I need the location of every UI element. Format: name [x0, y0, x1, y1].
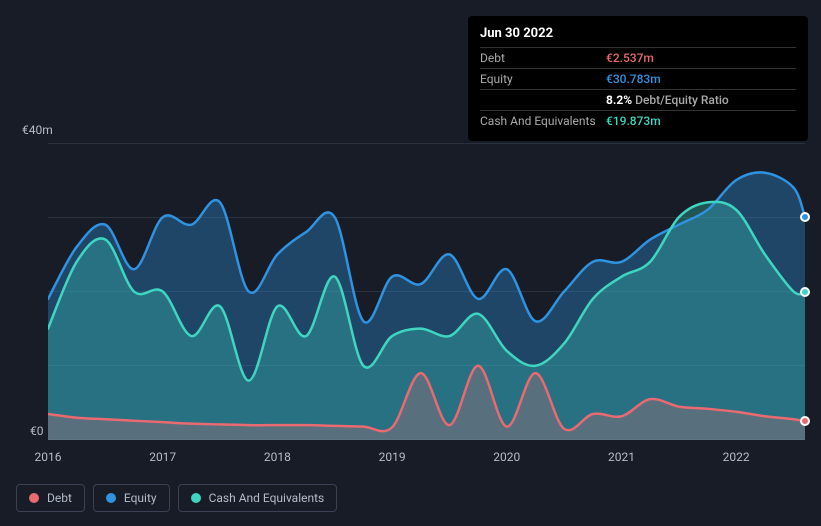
- chart-svg: [48, 143, 805, 440]
- tooltip-row-value: €19.873m: [606, 114, 661, 128]
- tooltip-row: Equity€30.783m: [480, 68, 796, 89]
- tooltip-date: Jun 30 2022: [480, 26, 796, 41]
- x-axis-label: 2022: [723, 450, 750, 464]
- legend-label: Cash And Equivalents: [209, 491, 325, 505]
- legend-dot-icon: [191, 493, 201, 503]
- tooltip-row-label: [480, 93, 606, 107]
- series-end-marker-cash: [800, 287, 810, 297]
- legend-item-cash[interactable]: Cash And Equivalents: [178, 484, 338, 512]
- x-axis-label: 2019: [379, 450, 406, 464]
- chart-tooltip: Jun 30 2022 Debt€2.537mEquity€30.783m8.2…: [468, 16, 808, 141]
- tooltip-row: Cash And Equivalents€19.873m: [480, 110, 796, 131]
- y-axis-label-max: €40m: [22, 123, 53, 137]
- chart-plot-area[interactable]: [48, 143, 805, 440]
- series-end-marker-debt: [800, 416, 810, 426]
- y-axis-label-min: €0: [30, 424, 44, 438]
- tooltip-row-value: 8.2% Debt/Equity Ratio: [606, 93, 729, 107]
- legend-dot-icon: [29, 493, 39, 503]
- tooltip-row-label: Debt: [480, 51, 606, 65]
- tooltip-row-label: Equity: [480, 72, 606, 86]
- tooltip-row: 8.2% Debt/Equity Ratio: [480, 89, 796, 110]
- legend-dot-icon: [106, 493, 116, 503]
- tooltip-row-value: €30.783m: [606, 72, 661, 86]
- tooltip-row-value: €2.537m: [606, 51, 654, 65]
- tooltip-row: Debt€2.537m: [480, 47, 796, 68]
- x-axis-label: 2016: [35, 450, 62, 464]
- legend-item-equity[interactable]: Equity: [93, 484, 170, 512]
- series-end-marker-equity: [800, 212, 810, 222]
- legend-label: Equity: [124, 491, 157, 505]
- legend-label: Debt: [47, 491, 72, 505]
- legend-item-debt[interactable]: Debt: [16, 484, 85, 512]
- chart-legend: Debt Equity Cash And Equivalents: [16, 484, 337, 512]
- tooltip-row-label: Cash And Equivalents: [480, 114, 606, 128]
- x-axis-label: 2017: [149, 450, 176, 464]
- x-axis-label: 2018: [264, 450, 291, 464]
- x-axis-label: 2020: [493, 450, 520, 464]
- x-axis-label: 2021: [608, 450, 635, 464]
